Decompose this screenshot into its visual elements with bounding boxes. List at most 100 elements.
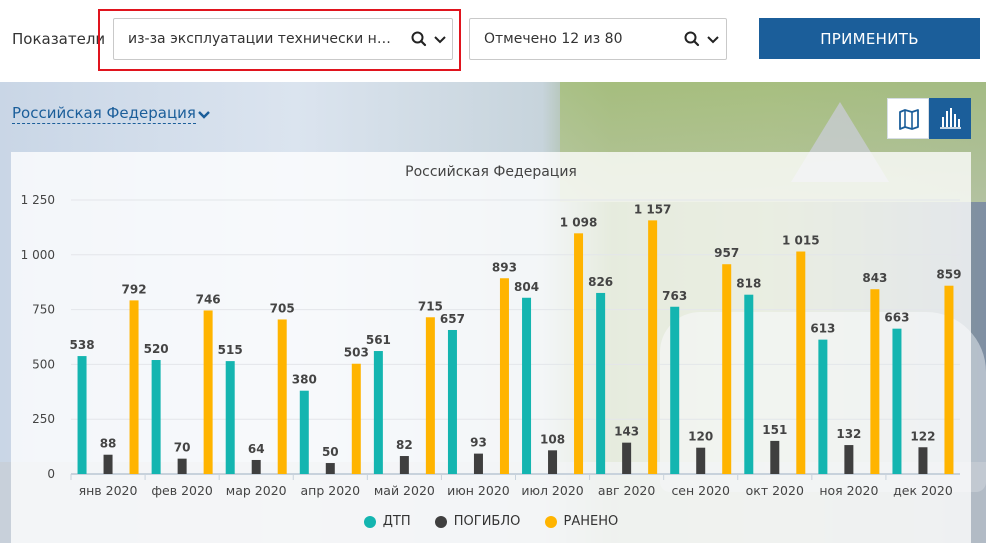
chevron-down-icon (434, 36, 446, 44)
bar-dtp (522, 297, 532, 474)
bar-pogiblo (696, 447, 706, 474)
map-icon (899, 109, 919, 130)
data-label: 843 (862, 271, 887, 285)
chart-view-button[interactable] (929, 98, 971, 139)
indicator-select[interactable]: из-за эксплуатации технически неи… (113, 18, 453, 60)
data-label: 893 (492, 260, 517, 274)
data-label: 380 (292, 373, 317, 387)
bar-raneno (351, 363, 361, 474)
bar-raneno (944, 285, 954, 474)
chevron-down-icon (707, 36, 719, 44)
y-tick-label: 250 (32, 412, 55, 426)
legend-dot-raneno (544, 515, 557, 528)
bar-raneno (129, 300, 139, 474)
data-label: 120 (688, 430, 713, 444)
data-label: 818 (736, 277, 761, 291)
bar-raneno (574, 233, 584, 474)
y-tick-label: 1 250 (21, 193, 55, 207)
apply-button[interactable]: ПРИМЕНИТЬ (759, 18, 980, 59)
bar-dtp (670, 306, 680, 474)
bar-chart-icon (940, 108, 961, 129)
data-label: 108 (540, 432, 565, 446)
data-label: 957 (714, 246, 739, 260)
data-label: 520 (144, 342, 169, 356)
y-tick-label: 750 (32, 303, 55, 317)
data-label: 1 098 (560, 215, 598, 229)
indicators-label: Показатели (12, 30, 106, 48)
legend-item-dtp[interactable]: ДТП (363, 514, 411, 529)
x-tick-label: май 2020 (374, 483, 435, 498)
x-tick-label: мар 2020 (226, 483, 287, 498)
indicator-select-value: из-за эксплуатации технически неи… (128, 31, 393, 47)
data-label: 804 (514, 280, 539, 294)
legend-item-raneno[interactable]: РАНЕНО (544, 514, 619, 529)
x-tick-label: июл 2020 (521, 483, 583, 498)
bar-raneno (722, 264, 732, 474)
data-label: 1 015 (782, 234, 820, 248)
data-label: 663 (884, 311, 909, 325)
bar-raneno (648, 220, 658, 474)
data-label: 561 (366, 333, 391, 347)
bar-pogiblo (399, 456, 409, 474)
data-label: 763 (662, 289, 687, 303)
map-view-button[interactable] (887, 98, 929, 139)
x-tick-label: авг 2020 (598, 483, 655, 498)
legend-item-pogiblo[interactable]: ПОГИБЛО (434, 514, 520, 529)
data-label: 70 (174, 441, 191, 455)
bar-dtp (447, 329, 457, 474)
search-icon (411, 31, 427, 47)
chart-legend: ДТП ПОГИБЛО РАНЕНО (11, 514, 971, 532)
selection-select[interactable]: Отмечено 12 из 80 (469, 18, 727, 60)
bar-pogiblo (918, 447, 928, 474)
region-selector[interactable]: Российская Федерация (12, 104, 196, 124)
data-label: 132 (836, 427, 861, 441)
legend-label-raneno: РАНЕНО (563, 514, 619, 529)
bar-dtp (77, 356, 87, 474)
legend-label-dtp: ДТП (382, 514, 411, 529)
x-tick-label: фев 2020 (151, 483, 213, 498)
data-label: 82 (396, 438, 413, 452)
data-label: 826 (588, 275, 613, 289)
data-label: 705 (270, 301, 295, 315)
data-label: 657 (440, 312, 465, 326)
data-label: 88 (100, 437, 117, 451)
bar-chart: 0 250 500 750 1 000 1 250 янв 2020 538 88 792 фев … (21, 193, 962, 498)
data-label: 151 (762, 423, 787, 437)
bar-raneno (425, 317, 435, 474)
x-tick-label: янв 2020 (79, 483, 138, 498)
bar-pogiblo (473, 453, 483, 474)
x-tick-label: дек 2020 (893, 483, 953, 498)
data-label: 859 (936, 268, 961, 282)
legend-dot-pogiblo (434, 515, 447, 528)
search-icon (684, 31, 700, 47)
highlight-frame (98, 9, 461, 71)
data-label: 93 (470, 436, 487, 450)
data-label: 792 (122, 282, 147, 296)
bar-dtp (818, 339, 828, 474)
x-tick-label: окт 2020 (746, 483, 804, 498)
data-label: 1 157 (634, 202, 672, 216)
bar-raneno (499, 278, 509, 474)
bar-raneno (870, 289, 880, 474)
data-label: 122 (910, 429, 935, 443)
data-label: 515 (218, 343, 243, 357)
bar-dtp (744, 294, 754, 474)
legend-dot-dtp (363, 515, 376, 528)
chevron-down-icon[interactable] (197, 108, 211, 122)
y-tick-label: 0 (47, 467, 55, 481)
y-tick-label: 1 000 (21, 248, 55, 262)
data-label: 50 (322, 445, 339, 459)
data-label: 503 (344, 346, 369, 360)
data-label: 746 (196, 292, 221, 306)
bar-dtp (299, 390, 309, 474)
data-label: 715 (418, 299, 443, 313)
bar-pogiblo (177, 458, 187, 474)
bar-pogiblo (103, 454, 113, 474)
data-label: 538 (70, 338, 95, 352)
filter-bar: Показатели из-за эксплуатации технически… (0, 0, 986, 82)
x-tick-label: июн 2020 (447, 483, 510, 498)
bar-dtp (596, 292, 606, 474)
x-tick-label: апр 2020 (301, 483, 361, 498)
bar-pogiblo (548, 450, 558, 474)
x-tick-label: сен 2020 (671, 483, 730, 498)
